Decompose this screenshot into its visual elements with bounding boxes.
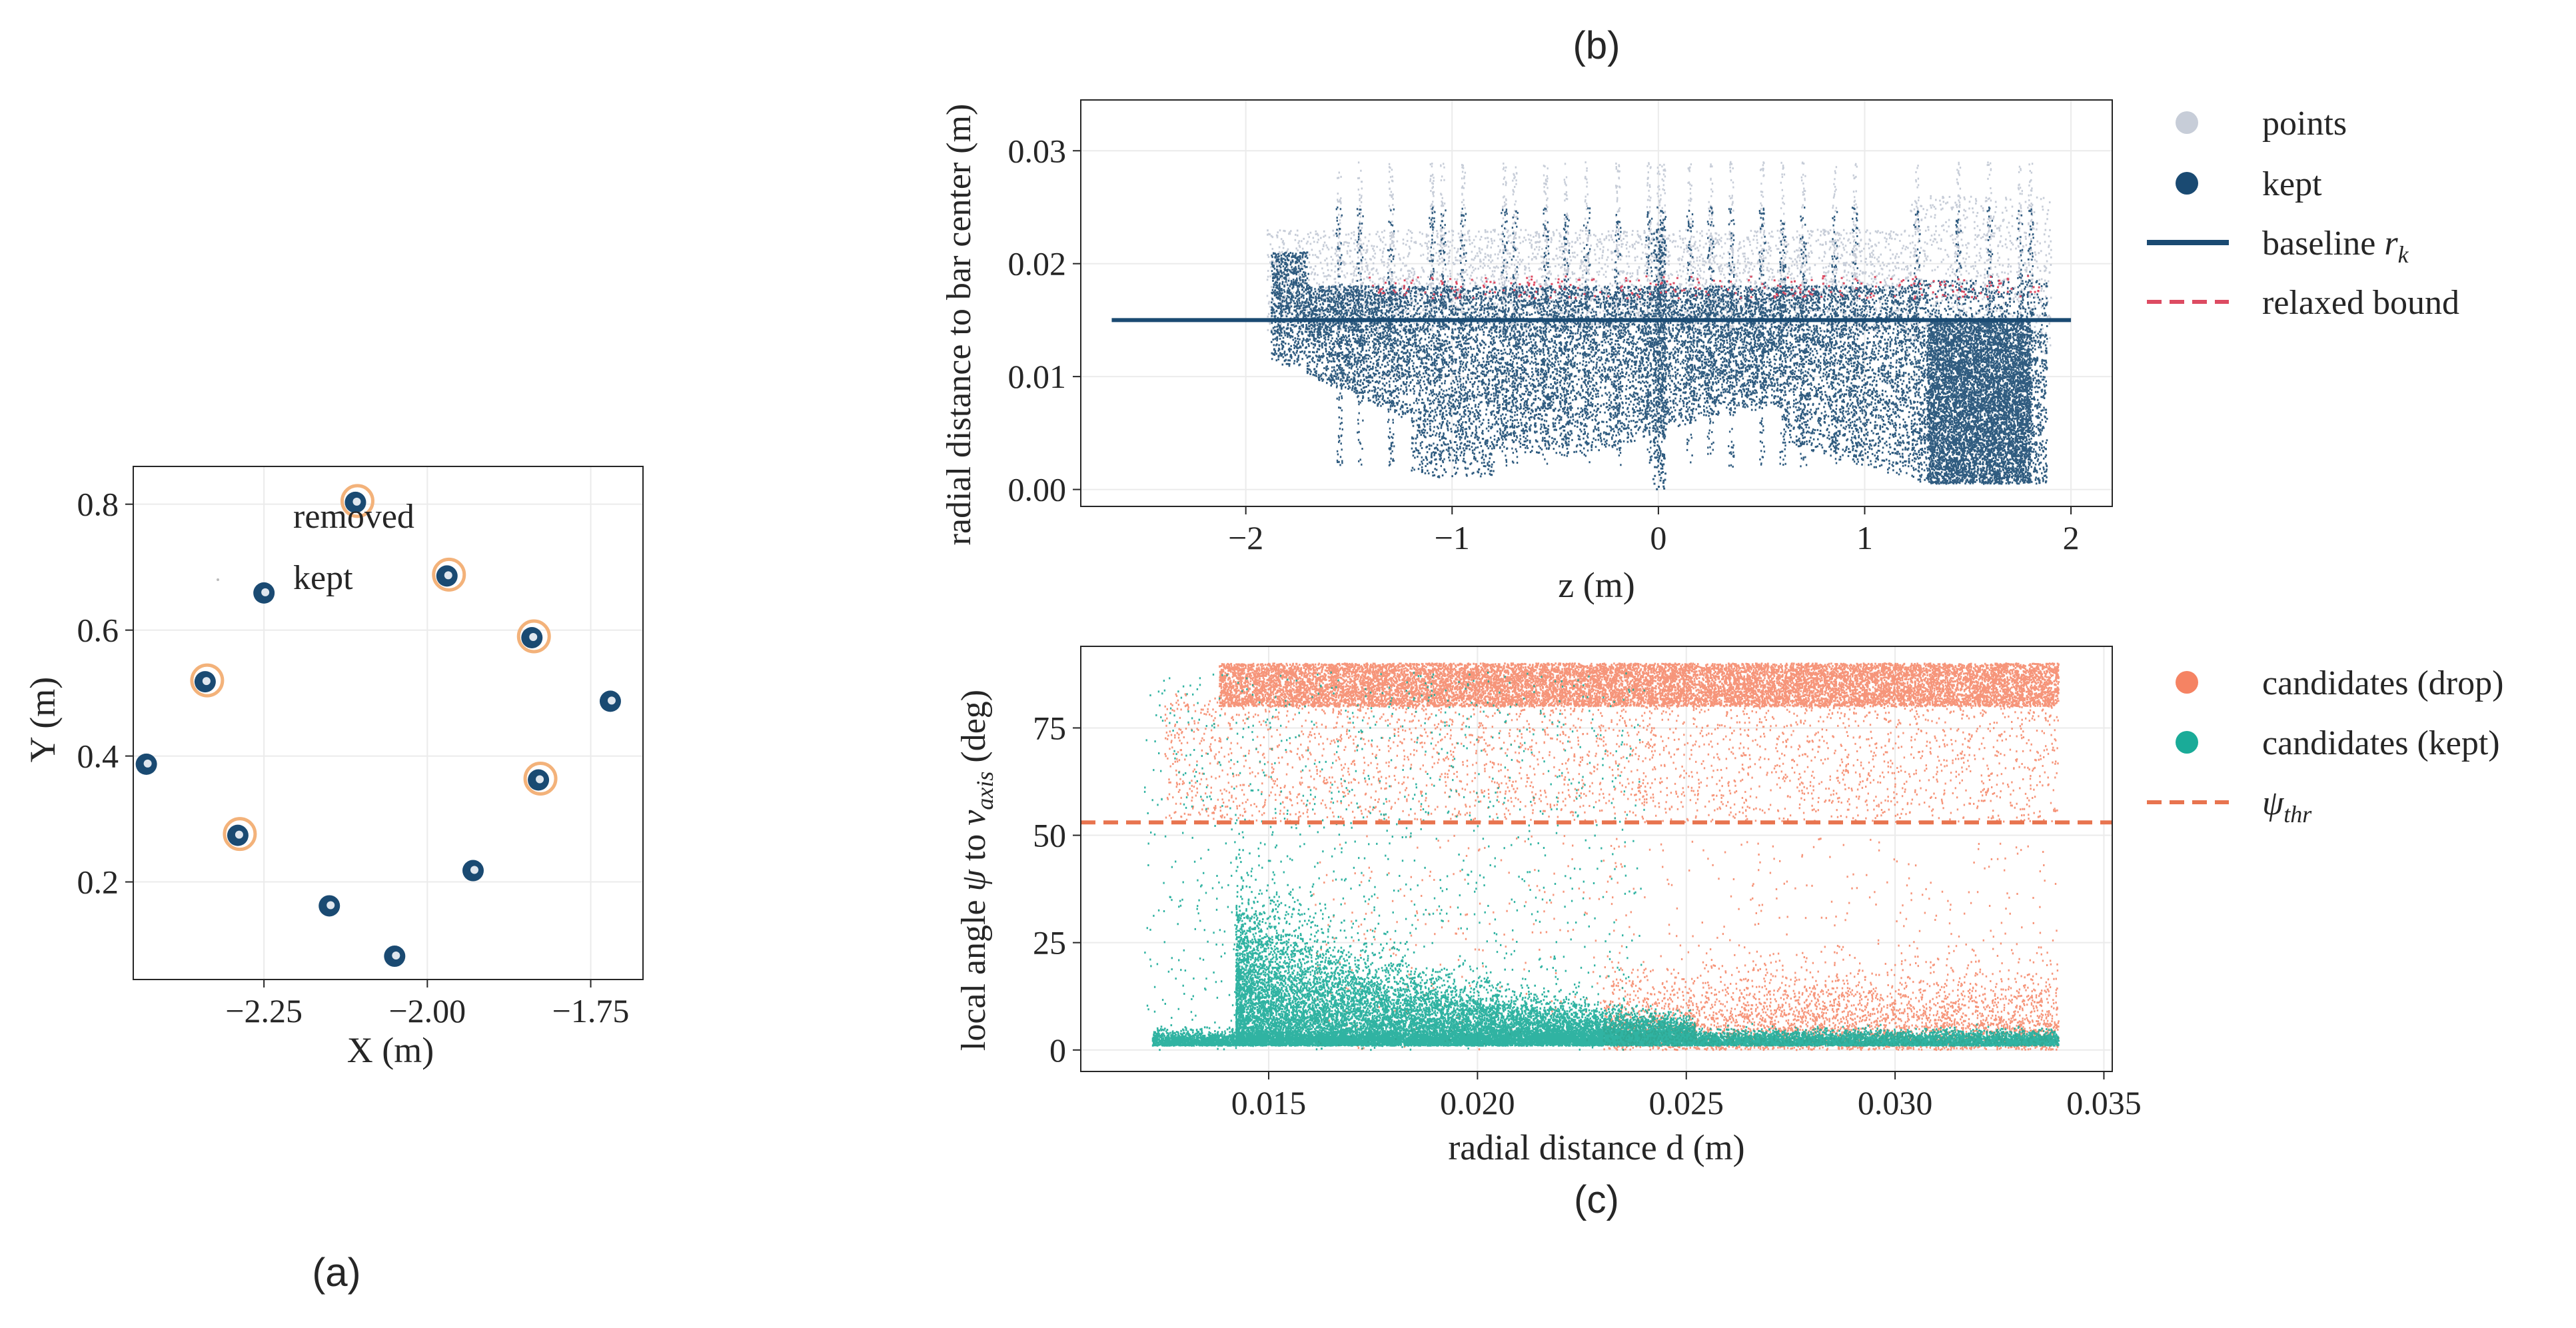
legend-drop-marker xyxy=(2176,671,2198,694)
relaxed-bound-marks xyxy=(1369,275,2040,300)
panel-c-x-tick-label: 0.020 xyxy=(1440,1084,1515,1121)
kept-point-hole xyxy=(607,696,616,705)
candidates-kept-scatter xyxy=(1143,671,2060,1051)
panel-a-marks xyxy=(135,484,621,968)
panel-c-chart: 0.015 0.020 0.025 0.030 0.035 0 25 50 75 radial … xyxy=(955,646,2503,1221)
legend-keptc-label: candidates (kept) xyxy=(2262,724,2500,762)
panel-a-y-tick-label: 0.8 xyxy=(77,486,119,523)
kept-point-hole xyxy=(529,632,538,641)
panel-c-x-label: radial distance d (m) xyxy=(1448,1127,1744,1167)
panel-c-y-tick-label: 25 xyxy=(1033,924,1066,962)
kept-point-hole xyxy=(536,775,544,784)
panel-b-letter: (b) xyxy=(1573,24,1620,67)
legend-kept-label: kept xyxy=(2262,165,2322,203)
panel-a-x-tick-label: −2.00 xyxy=(388,992,466,1029)
panel-a-y-tick-label: 0.6 xyxy=(77,612,119,649)
legend-keptc-marker xyxy=(2176,731,2198,754)
panel-a-y-label: Y (m) xyxy=(23,677,63,762)
panel-b-ticks: −2 −1 0 1 2 0.00 0.01 0.02 0.03 xyxy=(1008,132,2080,556)
panel-a-x-tick-label: −1.75 xyxy=(552,992,630,1029)
kept-point-hole xyxy=(392,952,400,960)
panel-a-x-tick-label: −2.25 xyxy=(225,992,303,1029)
legend-threshold-label: ψthr xyxy=(2262,784,2312,828)
panel-a-grid xyxy=(133,466,643,980)
kept-point-hole xyxy=(202,677,211,686)
removed-point xyxy=(340,484,374,518)
panel-a-legend-kept: kept xyxy=(293,559,353,597)
removed-point xyxy=(516,619,551,654)
kept-point-hole xyxy=(143,759,152,768)
panel-b-x-label: z (m) xyxy=(1558,565,1634,605)
panel-c-legend: candidates (drop) candidates (kept) ψthr xyxy=(2147,664,2503,828)
panel-a-ticks: −2.25 −2.00 −1.75 0.2 0.4 0.6 0.8 xyxy=(77,486,630,1029)
panel-a-frame xyxy=(133,466,644,980)
panel-b-legend: points kept baseline rk relaxed bound xyxy=(2147,105,2459,322)
panel-c-y-tick-label: 75 xyxy=(1033,709,1066,746)
panel-a-letter: (a) xyxy=(312,1250,360,1295)
panel-c-x-tick-label: 0.015 xyxy=(1231,1084,1307,1121)
kept-point-hole xyxy=(261,588,270,596)
panel-a-x-label: X (m) xyxy=(347,1030,434,1070)
panel-c-y-label: local angle ψ to vaxis (deg) xyxy=(955,690,998,1051)
panel-c-x-tick-label: 0.035 xyxy=(2066,1084,2142,1121)
legend-points-marker xyxy=(2176,111,2198,134)
kept-point-hole xyxy=(326,901,335,910)
panel-a-y-tick-label: 0.4 xyxy=(77,738,119,775)
panel-c-ticks: 0.015 0.020 0.025 0.030 0.035 0 25 50 75 xyxy=(1033,709,2142,1121)
removed-point xyxy=(432,557,466,592)
legend-drop-label: candidates (drop) xyxy=(2262,664,2503,702)
panel-b-frame xyxy=(1080,99,2113,507)
legend-points-label: points xyxy=(2262,105,2347,143)
panel-a-y-tick-label: 0.2 xyxy=(77,864,119,901)
panel-b-y-tick-label: 0.02 xyxy=(1008,245,1067,283)
legend-removed-marker xyxy=(217,578,219,581)
legend-baseline-label: baseline rk xyxy=(2262,225,2409,268)
panel-c-frame xyxy=(1080,646,2113,1072)
panel-b-y-tick-label: 0.01 xyxy=(1008,358,1067,395)
panel-b-chart: −2 −1 0 1 2 0.00 0.01 0.02 0.03 z (m) radial dis… xyxy=(940,24,2459,605)
panel-c-x-tick-label: 0.030 xyxy=(1858,1084,1933,1121)
panel-a-chart: −2.25 −2.00 −1.75 0.2 0.4 0.6 0.8 removed kept… xyxy=(23,466,644,1295)
panel-b-marks xyxy=(1111,161,2072,490)
panel-b-x-tick-label: 2 xyxy=(2063,519,2080,556)
kept-point-hole xyxy=(235,830,243,839)
panel-b-y-tick-label: 0.03 xyxy=(1008,132,1067,169)
kept-point-hole xyxy=(352,497,361,506)
removed-point xyxy=(523,762,558,796)
panel-c-x-tick-label: 0.025 xyxy=(1648,1084,1724,1121)
kept-point-hole xyxy=(470,866,478,874)
kept-point-hole xyxy=(444,571,452,580)
panel-b-y-label: radial distance to bar center (m) xyxy=(940,104,978,546)
panel-b-y-tick-label: 0.00 xyxy=(1008,471,1067,508)
panel-b-x-tick-label: 0 xyxy=(1650,519,1666,556)
legend-relaxed-label: relaxed bound xyxy=(2262,284,2459,322)
panel-c-letter: (c) xyxy=(1574,1178,1619,1221)
panel-b-x-tick-label: 1 xyxy=(1856,519,1873,556)
candidates-drop-scatter xyxy=(1164,662,2060,1051)
panel-a-legend-removed: removed xyxy=(293,498,414,536)
panel-b-x-tick-label: −2 xyxy=(1228,519,1263,556)
panel-b-x-tick-label: −1 xyxy=(1435,519,1470,556)
removed-point xyxy=(190,663,225,698)
kept-scatter xyxy=(1270,206,2048,490)
panel-c-y-tick-label: 50 xyxy=(1033,817,1066,854)
legend-kept-marker xyxy=(2176,172,2198,195)
removed-point xyxy=(223,817,257,852)
panel-c-marks xyxy=(1081,662,2112,1051)
panel-c-y-tick-label: 0 xyxy=(1049,1031,1066,1069)
